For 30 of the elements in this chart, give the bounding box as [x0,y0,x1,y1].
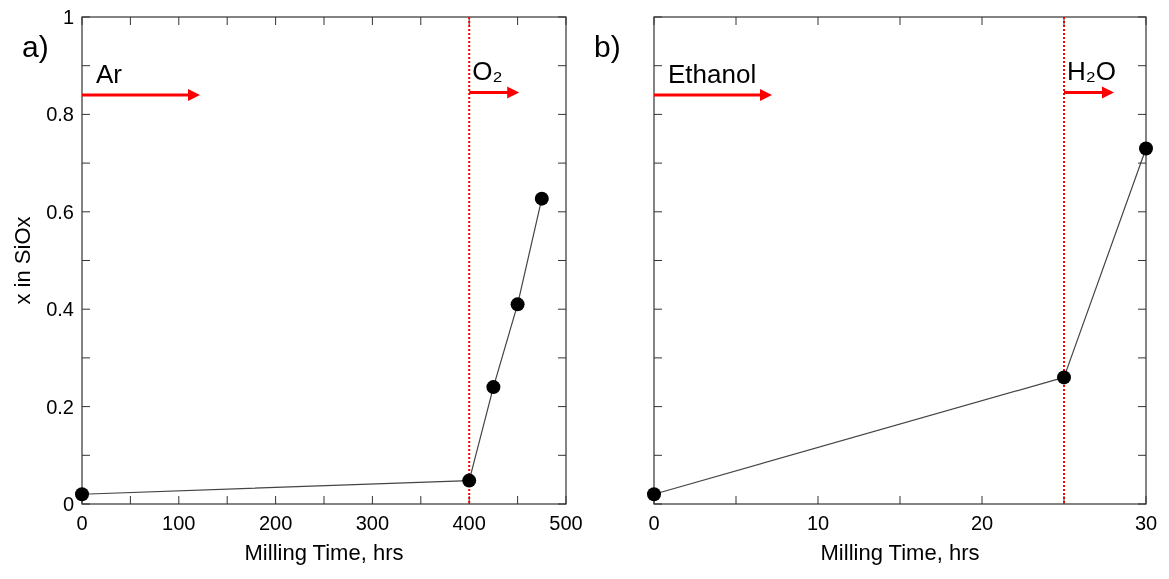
y-tick-label: 0.2 [46,395,74,418]
y-axis-title: x in SiOx [10,216,35,305]
x-tick-label: 500 [549,512,583,534]
y-tick-label: 0.6 [46,200,74,223]
annotation: O₂ [472,56,503,87]
point [75,487,89,502]
y-tick-label: 0.8 [46,103,74,126]
x-tick-label: 0 [648,512,660,534]
x-tick-label: 400 [452,512,486,534]
annotation: Ethanol [668,59,757,89]
y-tick-label: 1 [62,6,74,28]
point [462,473,477,488]
x-axis-title: Milling Time, hrs [820,540,980,565]
point [534,191,549,206]
annotation: Ar [96,59,123,89]
point [486,380,501,395]
chart-title: a) [22,30,49,63]
point [510,297,525,312]
chart-title: b) [594,30,621,63]
y-tick-label: 0 [62,493,74,515]
x-axis-title: Milling Time, hrs [244,540,404,565]
x-tick-label: 0 [76,512,88,534]
x-tick-label: 30 [1134,512,1158,534]
x-tick-label: 20 [970,512,994,534]
x-tick-label: 100 [162,512,196,534]
annotation: H₂O [1067,56,1117,87]
x-tick-label: 200 [258,512,293,534]
y-tick-label: 0.4 [46,298,74,321]
x-tick-label: 10 [806,512,830,534]
x-tick-label: 300 [355,512,390,534]
